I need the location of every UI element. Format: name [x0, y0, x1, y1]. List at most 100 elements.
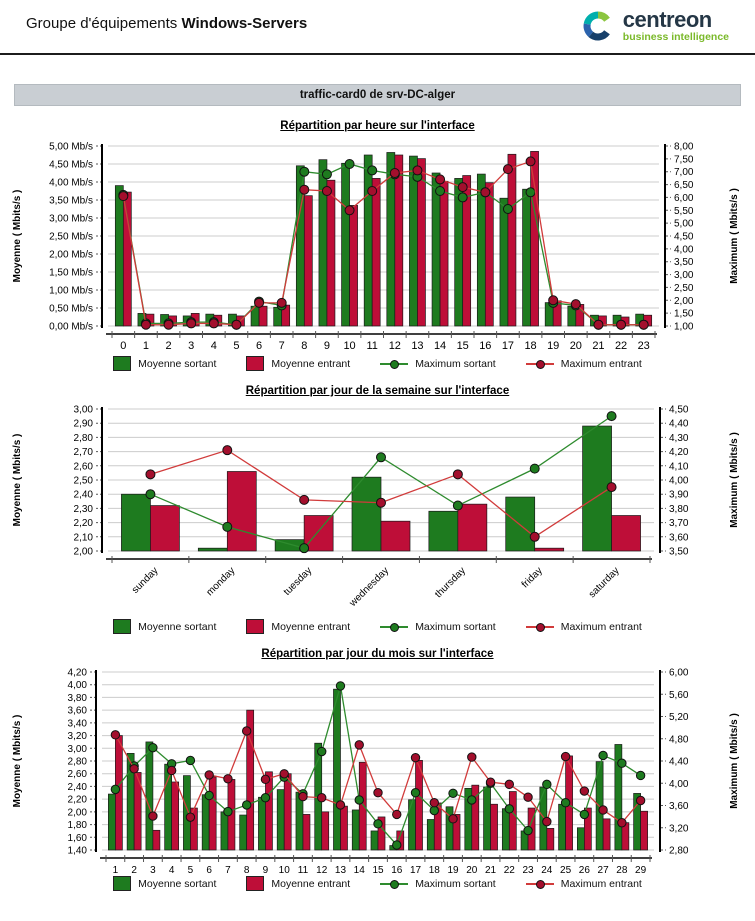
svg-text:24: 24: [541, 865, 553, 876]
svg-text:6,00: 6,00: [674, 193, 694, 204]
svg-text:4,00: 4,00: [669, 779, 689, 790]
svg-text:12: 12: [316, 865, 328, 876]
svg-text:20: 20: [466, 865, 478, 876]
svg-text:3,80: 3,80: [68, 693, 88, 704]
svg-text:Maximum ( Mbits/s ): Maximum ( Mbits/s ): [729, 188, 740, 284]
weekly-chart-legend: Moyenne sortant Moyenne entrant Maximum so…: [0, 619, 755, 634]
svg-text:19: 19: [447, 865, 459, 876]
svg-text:17: 17: [410, 865, 422, 876]
svg-text:3,00: 3,00: [74, 405, 94, 416]
svg-text:22: 22: [615, 340, 627, 352]
svg-text:1,00: 1,00: [674, 322, 694, 333]
legend-label: Moyenne sortant: [138, 620, 217, 633]
svg-text:2,40: 2,40: [74, 490, 94, 501]
legend-label: Moyenne entrant: [271, 620, 351, 633]
page-header: Groupe d'équipements Windows-Servers cen…: [0, 0, 755, 55]
hourly-chart: 0,00 Mb/s 0,50 Mb/s 1,00 Mb/s 1,50 Mb/s 2,00…: [12, 142, 740, 353]
svg-text:4,40: 4,40: [669, 419, 689, 430]
svg-text:monday: monday: [204, 565, 237, 598]
svg-text:1,50: 1,50: [674, 309, 694, 320]
svg-text:friday: friday: [520, 565, 545, 590]
svg-text:3: 3: [188, 340, 194, 352]
legend-line-icon: [380, 357, 409, 370]
svg-text:23: 23: [523, 865, 535, 876]
svg-text:Moyenne ( Mbits/s ): Moyenne ( Mbits/s ): [12, 715, 23, 808]
legend-item: Maximum sortant: [380, 877, 496, 890]
legend-label: Moyenne sortant: [138, 357, 217, 370]
svg-text:2,50 Mb/s: 2,50 Mb/s: [49, 232, 93, 243]
weekly-chart: 2,00 2,10 2,20 2,30 2,40 2,50 2,60 2,70 2,80 2,90…: [12, 405, 740, 610]
svg-text:sunday: sunday: [130, 565, 161, 596]
svg-text:2,60: 2,60: [68, 769, 88, 780]
legend-item: Moyenne entrant: [246, 356, 350, 371]
svg-text:3,00 Mb/s: 3,00 Mb/s: [49, 214, 93, 225]
legend-label: Maximum entrant: [560, 357, 642, 370]
svg-text:4,20: 4,20: [68, 668, 88, 679]
svg-text:8,00: 8,00: [674, 142, 694, 153]
svg-text:18: 18: [524, 340, 536, 352]
svg-text:26: 26: [579, 865, 591, 876]
svg-text:13: 13: [335, 865, 347, 876]
svg-text:4,00 Mb/s: 4,00 Mb/s: [49, 178, 93, 189]
svg-text:3,60: 3,60: [68, 706, 88, 717]
svg-text:Maximum ( Mbits/s ): Maximum ( Mbits/s ): [729, 713, 740, 809]
svg-text:6,00: 6,00: [669, 668, 689, 679]
legend-item: Moyenne sortant: [113, 356, 216, 371]
svg-text:3,00: 3,00: [674, 270, 694, 281]
legend-swatch-icon: [246, 876, 265, 891]
svg-text:4,50: 4,50: [669, 405, 689, 416]
svg-text:15: 15: [372, 865, 384, 876]
svg-text:5,60: 5,60: [669, 690, 689, 701]
svg-text:27: 27: [598, 865, 610, 876]
svg-text:14: 14: [354, 865, 366, 876]
hostgroup-name: Windows-Servers: [181, 15, 308, 32]
svg-text:2: 2: [166, 340, 172, 352]
svg-text:Moyenne ( Mbits/s ): Moyenne ( Mbits/s ): [12, 434, 23, 527]
svg-text:2,80: 2,80: [669, 846, 689, 857]
svg-text:tuesday: tuesday: [282, 565, 315, 598]
svg-text:0: 0: [120, 340, 126, 352]
svg-text:12: 12: [389, 340, 401, 352]
svg-text:2,60: 2,60: [74, 461, 94, 472]
svg-text:6: 6: [206, 865, 212, 876]
svg-text:2,20: 2,20: [68, 795, 88, 806]
svg-text:3,80: 3,80: [669, 504, 689, 515]
svg-text:6,50: 6,50: [674, 180, 694, 191]
svg-text:8: 8: [244, 865, 250, 876]
legend-item: Maximum entrant: [525, 877, 642, 890]
svg-text:4,00: 4,00: [674, 244, 694, 255]
legend-swatch-icon: [246, 619, 265, 634]
svg-text:20: 20: [570, 340, 582, 352]
weekly-chart-block: Répartition par jour de la semaine sur l…: [0, 385, 755, 634]
centreon-logo-icon: [583, 11, 610, 41]
svg-text:thursday: thursday: [433, 565, 468, 600]
monthly-chart-legend: Moyenne sortant Moyenne entrant Maximum so…: [0, 876, 755, 891]
hourly-chart-block: Répartition par heure sur l'interface 0,…: [0, 120, 755, 371]
svg-text:4,20: 4,20: [669, 447, 689, 458]
svg-text:1: 1: [143, 340, 149, 352]
svg-text:1,50 Mb/s: 1,50 Mb/s: [49, 268, 93, 279]
svg-text:1,00 Mb/s: 1,00 Mb/s: [49, 286, 93, 297]
monthly-chart-title: Répartition par jour du mois sur l'inter…: [261, 648, 494, 660]
svg-text:5: 5: [188, 865, 194, 876]
svg-text:3,20: 3,20: [68, 731, 88, 742]
weekly-chart-title: Répartition par jour de la semaine sur l…: [245, 385, 510, 397]
svg-text:4,10: 4,10: [669, 461, 689, 472]
svg-text:7: 7: [225, 865, 231, 876]
svg-text:2,00: 2,00: [74, 547, 94, 558]
svg-text:0,00 Mb/s: 0,00 Mb/s: [49, 322, 93, 333]
report-page: Groupe d'équipements Windows-Servers cen…: [0, 0, 755, 891]
logo-tagline: business intelligence: [622, 31, 729, 43]
svg-text:5,20: 5,20: [669, 712, 689, 723]
legend-label: Moyenne sortant: [138, 877, 217, 890]
svg-text:3,50 Mb/s: 3,50 Mb/s: [49, 196, 93, 207]
svg-text:4,50 Mb/s: 4,50 Mb/s: [49, 160, 93, 171]
svg-text:8: 8: [301, 340, 307, 352]
svg-text:5,00 Mb/s: 5,00 Mb/s: [49, 142, 93, 153]
service-title-bar: traffic-card0 de srv-DC-alger: [14, 84, 741, 106]
svg-text:saturday: saturday: [587, 565, 622, 600]
svg-text:3,70: 3,70: [669, 518, 689, 529]
hourly-chart-legend: Moyenne sortant Moyenne entrant Maximum so…: [0, 356, 755, 371]
svg-text:4,00: 4,00: [68, 680, 88, 691]
legend-label: Maximum entrant: [560, 877, 642, 890]
